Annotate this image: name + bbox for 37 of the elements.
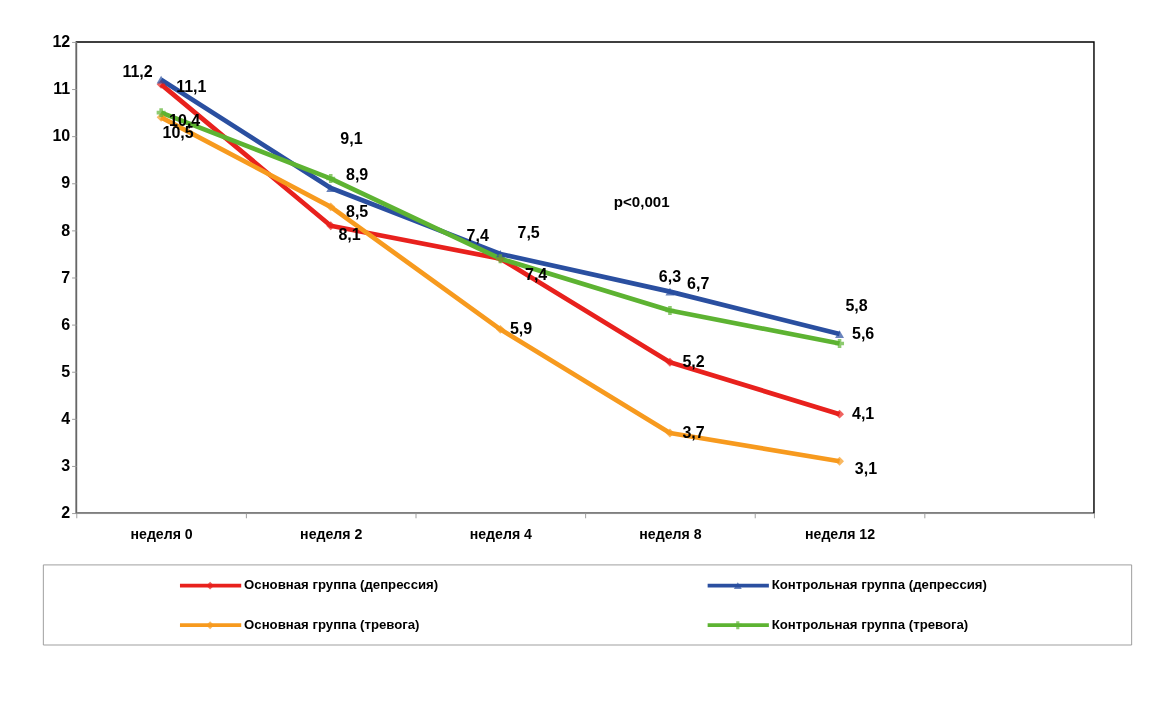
y-tick-label: 10 — [52, 127, 71, 145]
data-label: 3,1 — [854, 459, 878, 477]
data-label: 6,3 — [658, 268, 682, 286]
x-tick-label: неделя 0 — [130, 526, 193, 542]
annotation: p<0,001 — [613, 192, 670, 210]
legend-label: Основная группа (тревога) — [244, 616, 420, 632]
y-tick-label: 7 — [61, 268, 71, 286]
data-label: 7,4 — [466, 226, 489, 244]
data-label: 5,8 — [845, 296, 868, 314]
legend-label: Контрольная группа (депрессия) — [771, 577, 987, 593]
x-tick-label: неделя 4 — [469, 526, 533, 542]
data-label: 5,9 — [509, 320, 533, 338]
y-tick-label: 6 — [61, 315, 71, 333]
y-tick-label: 12 — [52, 33, 71, 51]
data-label: 8,1 — [338, 225, 361, 243]
x-tick-label: неделя 12 — [804, 526, 876, 542]
data-label: 7,5 — [517, 223, 540, 241]
legend-label: Основная группа (депрессия) — [244, 577, 439, 593]
y-tick-label: 8 — [61, 221, 71, 239]
y-tick-label: 4 — [61, 410, 71, 428]
legend-label: Контрольная группа (тревога) — [771, 616, 969, 632]
data-label: 8,5 — [345, 203, 369, 221]
data-label: 9,1 — [340, 129, 363, 147]
data-label: 4,1 — [851, 404, 875, 422]
data-label: 6,7 — [687, 274, 710, 292]
y-tick-label: 9 — [61, 174, 71, 192]
data-label: 5,2 — [682, 353, 705, 371]
y-tick-label: 3 — [61, 457, 71, 475]
data-label: 11,1 — [176, 77, 207, 95]
y-tick-label: 5 — [61, 362, 71, 380]
data-label: 8,9 — [345, 165, 369, 183]
y-tick-label: 2 — [61, 504, 71, 522]
x-tick-label: неделя 8 — [639, 526, 702, 542]
data-label: 5,6 — [851, 324, 875, 342]
data-label: 11,2 — [122, 62, 153, 80]
x-tick-label: неделя 2 — [300, 526, 363, 542]
y-tick-label: 11 — [53, 80, 71, 98]
